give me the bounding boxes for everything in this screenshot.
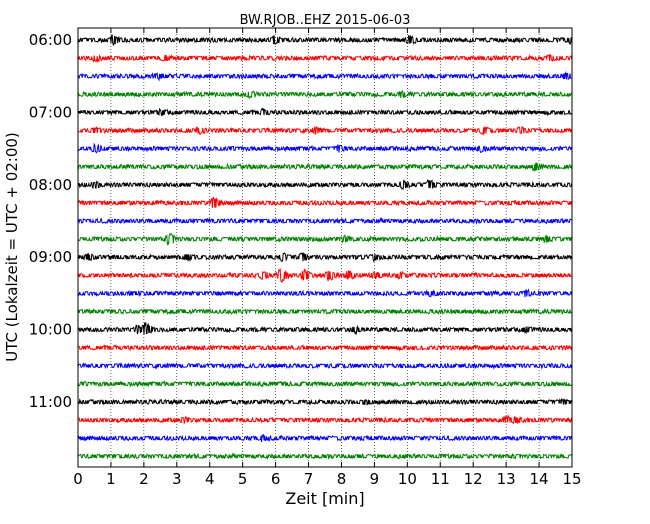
x-tick-label: 1 [106, 470, 116, 488]
axis-ticks: 0 1 2 3 4 5 6 7 8 9 10 11 12 13 14 1506:0007:0008:0009:… [29, 28, 582, 488]
trace-line [77, 322, 573, 336]
x-tick-label: 14 [530, 470, 549, 488]
plot-border [77, 27, 573, 468]
x-tick-label: 10 [398, 470, 417, 488]
x-tick-label: 6 [271, 470, 281, 488]
x-tick-label: 3 [172, 470, 182, 488]
trace-line [77, 161, 573, 173]
x-tick-label: 5 [238, 470, 248, 488]
x-tick-label: 4 [205, 470, 215, 488]
trace-line [77, 107, 573, 117]
trace-lines [77, 34, 573, 460]
trace-line [78, 216, 572, 225]
trace-line [77, 232, 573, 246]
x-tick-label: 0 [73, 470, 83, 488]
trace-line [77, 252, 573, 263]
trace-line [77, 433, 573, 442]
y-tick-label: 09:00 [29, 248, 72, 266]
x-tick-label: 8 [337, 470, 347, 488]
trace-line [77, 288, 573, 298]
trace-line [77, 362, 573, 370]
y-tick-label: 06:00 [29, 31, 72, 49]
y-tick-label: 10:00 [29, 321, 72, 339]
chart-title: BW.RJOB..EHZ 2015-06-03 [240, 13, 411, 28]
trace-line [77, 196, 573, 208]
trace-line [77, 89, 573, 99]
trace-line [77, 379, 573, 388]
x-tick-label: 11 [431, 470, 450, 488]
trace-line [77, 307, 573, 316]
x-tick-label: 12 [464, 470, 483, 488]
trace-line [77, 179, 573, 191]
grid-lines [110, 28, 540, 467]
y-tick-label: 07:00 [29, 103, 72, 121]
y-tick-label: 11:00 [29, 393, 72, 411]
trace-line [77, 70, 572, 82]
trace-line [77, 53, 573, 64]
trace-line [77, 142, 573, 154]
trace-line [77, 34, 573, 47]
x-axis-label: Zeit [min] [285, 489, 364, 508]
trace-line [77, 267, 573, 283]
x-tick-label: 13 [497, 470, 516, 488]
y-axis-label: UTC (Lokalzeit = UTC + 02:00) [3, 132, 21, 362]
x-tick-label: 9 [370, 470, 380, 488]
trace-line [77, 397, 573, 406]
trace-line [77, 452, 573, 460]
trace-line [77, 414, 573, 425]
plot-frame [78, 28, 572, 467]
x-tick-label: 7 [304, 470, 314, 488]
x-tick-label: 2 [139, 470, 149, 488]
trace-line [78, 344, 572, 352]
x-tick-label: 15 [562, 470, 581, 488]
y-tick-label: 08:00 [29, 176, 72, 194]
trace-line [77, 126, 573, 136]
